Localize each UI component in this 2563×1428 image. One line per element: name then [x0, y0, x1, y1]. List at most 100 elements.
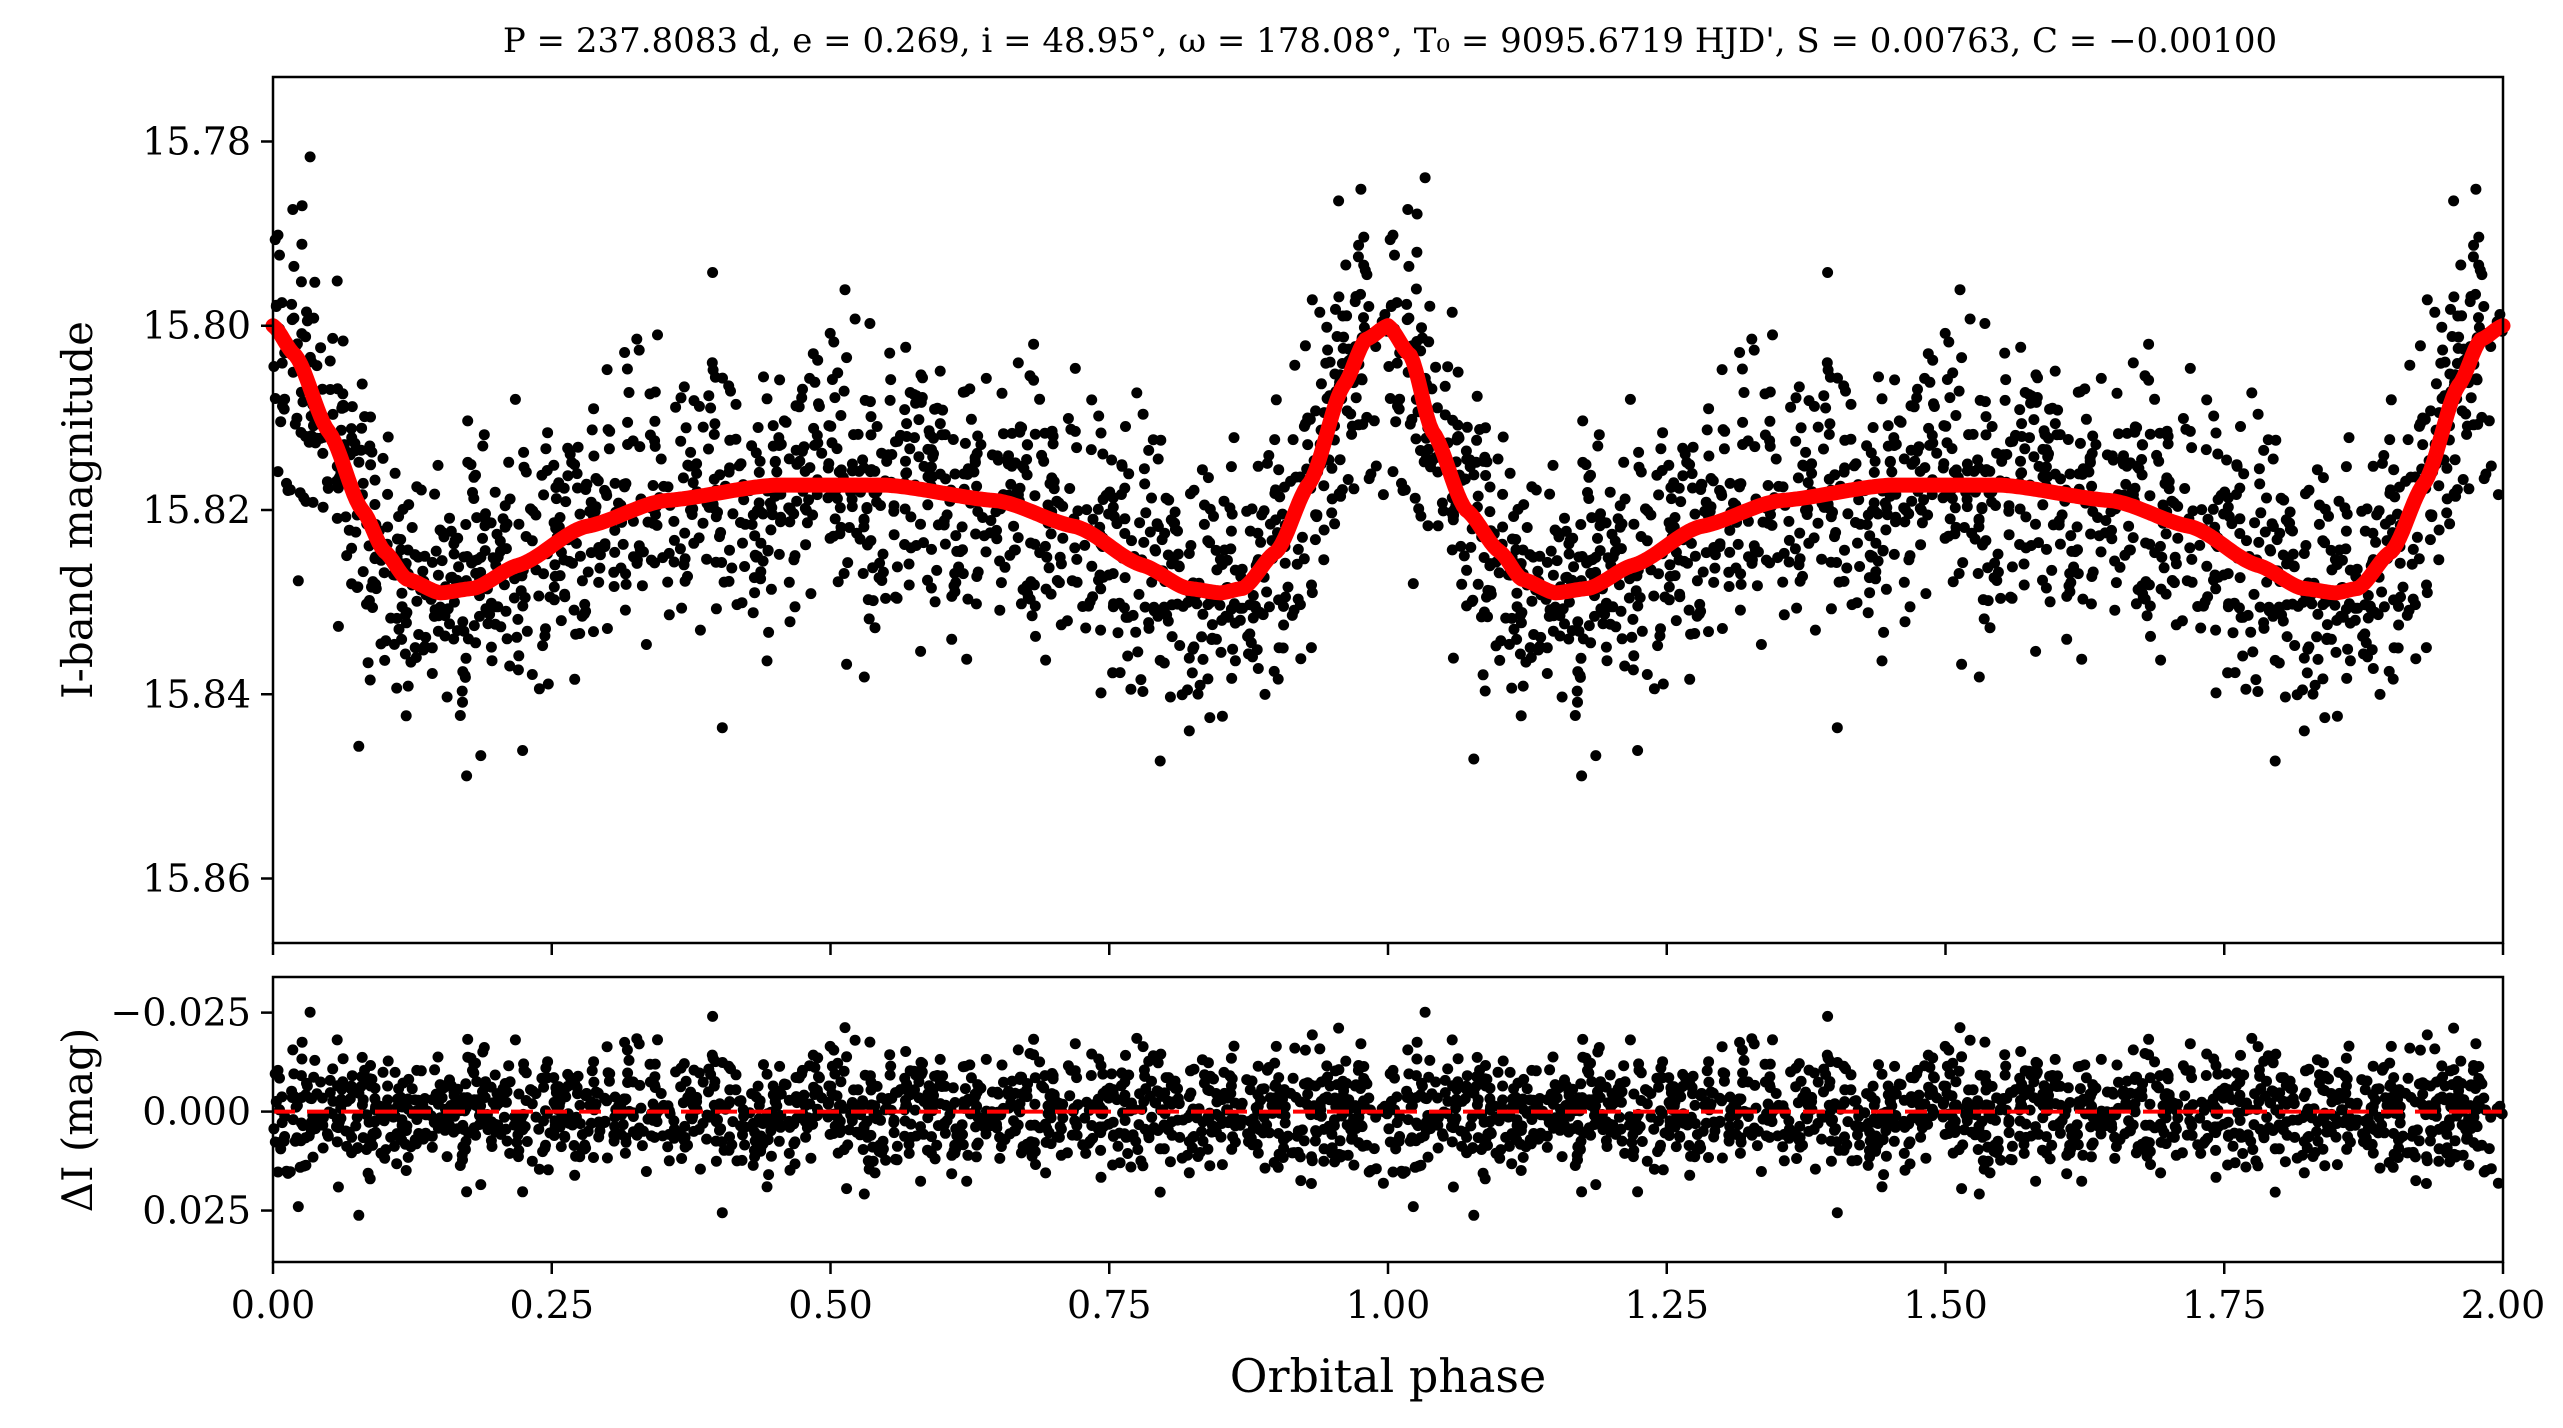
data-point	[2254, 601, 2266, 613]
data-point	[362, 657, 374, 669]
residual-point	[1188, 1063, 1200, 1075]
residual-point	[1259, 1162, 1271, 1174]
residual-point	[1125, 1161, 1137, 1173]
data-point	[1411, 208, 1423, 220]
residual-point	[888, 1117, 900, 1128]
data-point	[1800, 446, 1812, 458]
residual-point	[1724, 1121, 1736, 1132]
data-point	[1154, 755, 1166, 767]
data-point	[1484, 506, 1496, 518]
residual-point	[2436, 1060, 2448, 1072]
residual-point	[1143, 1132, 1155, 1144]
data-point	[1173, 561, 1185, 573]
data-point	[707, 267, 719, 278]
data-point	[2359, 628, 2371, 640]
data-point	[1358, 312, 1369, 324]
data-point	[572, 482, 583, 494]
data-point	[2468, 239, 2480, 251]
data-point	[536, 469, 548, 481]
data-point	[2367, 460, 2379, 472]
data-point	[533, 683, 545, 695]
data-point	[1701, 424, 1713, 436]
data-point	[1559, 512, 1570, 524]
residual-point	[1920, 1152, 1932, 1164]
data-point	[1161, 609, 1173, 621]
data-point	[730, 398, 742, 410]
residual-point	[489, 1069, 501, 1081]
data-point	[2376, 457, 2388, 469]
data-point	[1623, 592, 1635, 604]
data-point	[2064, 586, 2076, 598]
data-point	[461, 770, 473, 782]
data-point	[862, 539, 873, 551]
data-point	[377, 452, 389, 464]
data-point	[1852, 537, 1863, 549]
data-point	[519, 592, 531, 604]
residual-point	[2195, 1147, 2207, 1159]
residual-point	[2463, 1159, 2475, 1171]
residual-point	[710, 1116, 722, 1128]
data-point	[1944, 392, 1956, 404]
data-point	[1600, 517, 1612, 529]
data-point	[2168, 577, 2180, 589]
data-point	[1969, 533, 1981, 545]
residual-point	[351, 1143, 363, 1154]
data-point	[803, 494, 815, 506]
residual-point	[1791, 1153, 1803, 1164]
data-point	[1342, 474, 1354, 485]
data-point	[773, 548, 785, 560]
residual-point	[835, 1099, 847, 1111]
data-point	[1600, 641, 1612, 653]
data-point	[1227, 643, 1239, 655]
data-point	[875, 500, 886, 511]
data-point	[2473, 231, 2485, 243]
data-point	[858, 521, 870, 533]
data-point	[1458, 550, 1470, 562]
data-point	[838, 568, 850, 579]
data-point	[2006, 561, 2018, 573]
data-point	[512, 664, 524, 676]
data-point	[1604, 486, 1616, 498]
residual-point	[1508, 1083, 1520, 1095]
data-point	[1783, 556, 1795, 568]
data-point	[1563, 548, 1575, 560]
data-point	[841, 658, 853, 670]
data-point	[636, 580, 648, 592]
data-point	[1264, 518, 1276, 530]
data-point	[2271, 534, 2283, 546]
data-point	[2200, 444, 2212, 456]
residual-point	[1314, 1043, 1326, 1055]
data-point	[767, 509, 778, 521]
data-point	[549, 570, 561, 582]
data-point	[1583, 555, 1595, 567]
data-point	[1675, 496, 1687, 508]
data-point	[2111, 387, 2123, 399]
residual-point	[1169, 1080, 1181, 1092]
data-point	[544, 591, 556, 603]
data-point	[926, 543, 937, 555]
data-point	[1724, 477, 1736, 489]
data-point	[2222, 667, 2234, 679]
data-point	[276, 357, 288, 369]
residual-point	[588, 1056, 600, 1068]
residual-point	[2003, 1127, 2015, 1139]
residual-point	[939, 1127, 951, 1139]
data-point	[859, 394, 871, 406]
data-point	[846, 501, 858, 513]
data-point	[301, 306, 312, 318]
data-point	[2433, 524, 2445, 536]
data-point	[2037, 499, 2049, 511]
data-point	[1648, 683, 1660, 695]
data-point	[1697, 566, 1709, 578]
data-point	[915, 518, 926, 530]
residual-point	[1497, 1080, 1509, 1092]
data-point	[842, 557, 854, 569]
residual-point	[1192, 1151, 1204, 1162]
data-point	[1047, 438, 1059, 450]
residual-point	[296, 1053, 308, 1065]
data-point	[1846, 599, 1858, 611]
y-tick-label: 15.78	[142, 119, 251, 163]
data-point	[2207, 503, 2219, 515]
data-point	[1113, 597, 1125, 609]
data-point	[1167, 553, 1179, 565]
